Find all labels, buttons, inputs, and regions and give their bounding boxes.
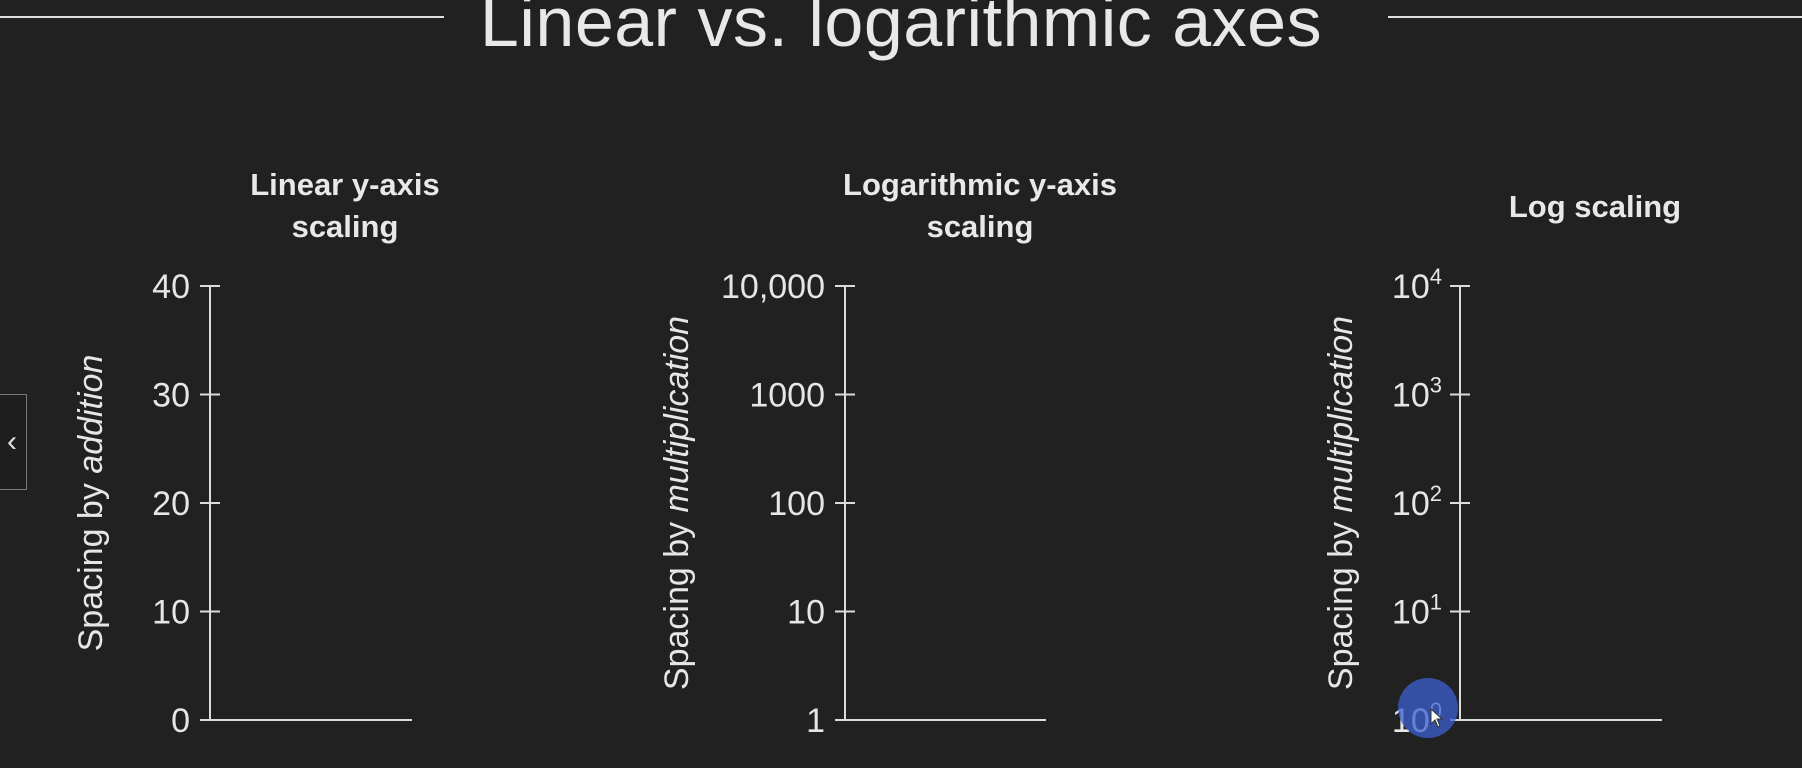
tick-base: 10 [1392, 268, 1430, 306]
tick-base: 10 [1392, 594, 1430, 632]
y-tick-label: 30 [152, 377, 190, 415]
y-axis-title-part: Spacing by [1322, 512, 1360, 690]
y-tick-label: 102 [1392, 481, 1442, 523]
y-axis-title-emphasis: multiplication [1322, 316, 1360, 513]
y-axis-title-emphasis: multiplication [658, 316, 696, 513]
y-tick-label: 100 [768, 485, 825, 523]
y-axis-title-part: Spacing by [72, 474, 110, 652]
chart-1: 0 10 20 30 40 Spacing by addition [72, 268, 412, 740]
tick-exponent: 4 [1430, 264, 1442, 289]
tick-base: 10 [1392, 377, 1430, 415]
y-tick-label: 103 [1392, 373, 1442, 415]
y-tick-label: 101 [1392, 590, 1442, 632]
chart-3: 100101102103104Spacing by multiplication [1322, 264, 1662, 740]
panel-title-log-scaling: Log scaling [1508, 189, 1682, 224]
cursor-highlight [1398, 678, 1458, 738]
y-axis-title: Spacing by multiplication [658, 316, 696, 690]
y-tick-label: 1000 [749, 377, 825, 415]
y-tick-label: 10,000 [721, 268, 825, 306]
y-axis-title: Spacing by addition [72, 355, 110, 652]
y-axis-title-part: Spacing by [658, 512, 696, 690]
chevron-left-icon: ‹ [7, 425, 17, 458]
nav-tab[interactable]: ‹ [0, 394, 27, 490]
y-axis-title: Spacing by multiplication [1322, 316, 1360, 690]
mouse-pointer-icon [1430, 708, 1444, 728]
y-tick-label: 20 [152, 485, 190, 523]
title-rule-right [1388, 16, 1802, 18]
y-tick-label: 0 [171, 702, 190, 740]
panel-title-linear: Linear y-axis scaling [250, 167, 440, 244]
tick-base: 10 [1392, 485, 1430, 523]
title-rule-left [0, 16, 444, 18]
tick-exponent: 1 [1430, 590, 1442, 615]
tick-exponent: 2 [1430, 481, 1442, 506]
chart-2: 1 10 100 1000 10,000 Spacing by multiplicatio… [658, 268, 1046, 740]
y-tick-label: 1 [806, 702, 825, 740]
panel-title-logarithmic: Logarithmic y-axis scaling [843, 167, 1117, 244]
slide-title: Linear vs. logarithmic axes [479, 0, 1323, 61]
y-tick-label: 10 [152, 594, 190, 632]
y-tick-label: 104 [1392, 264, 1442, 306]
y-tick-label: 40 [152, 268, 190, 306]
y-axis-title-emphasis: addition [72, 355, 110, 474]
y-tick-label: 10 [787, 594, 825, 632]
tick-exponent: 3 [1430, 373, 1442, 398]
